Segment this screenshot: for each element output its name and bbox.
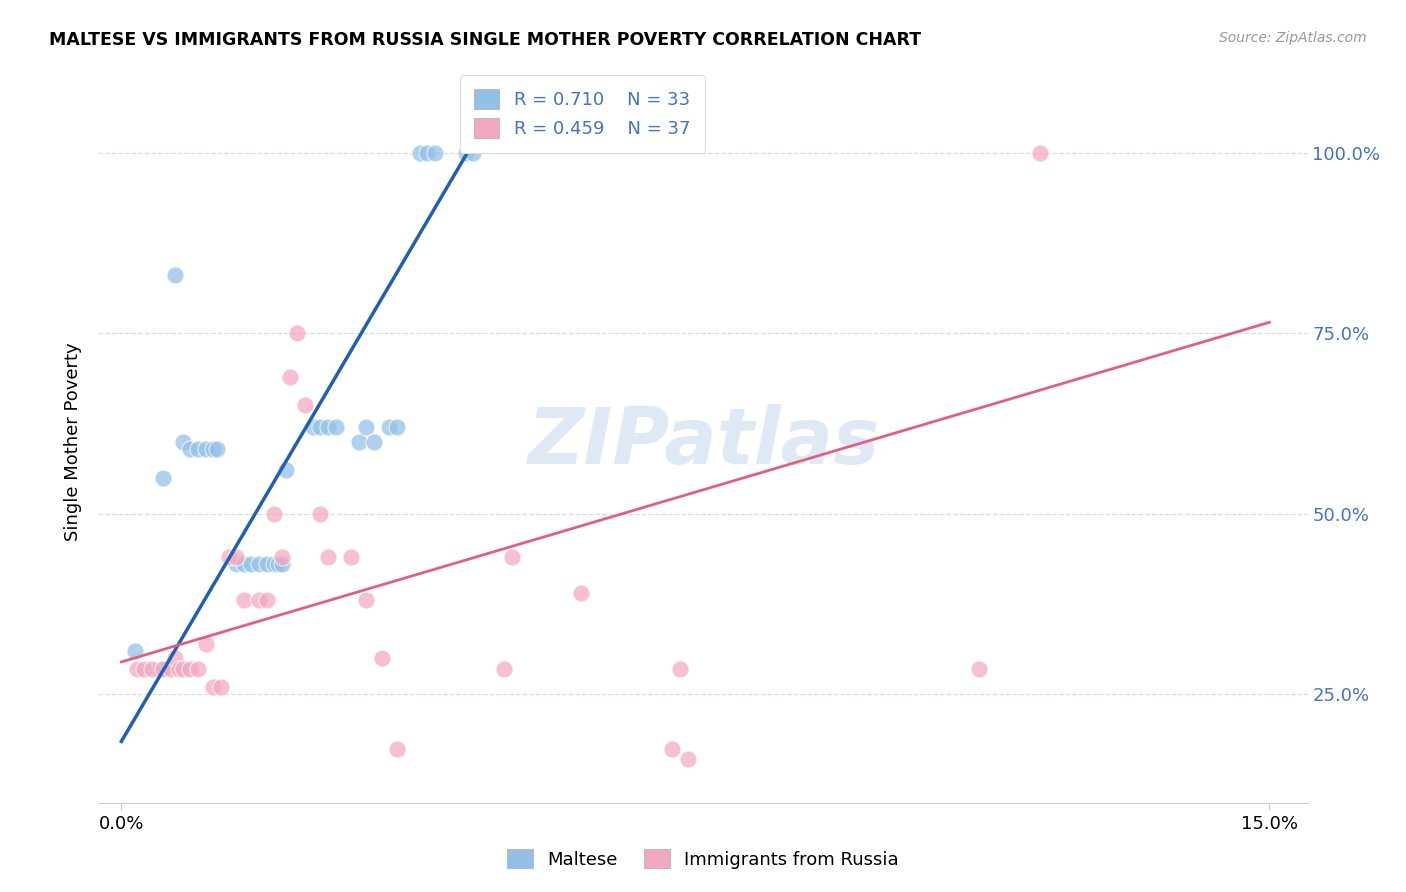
Point (416, 145, 439, 160)
Point (1028, 145, 1050, 160)
Point (569, 586, 592, 600)
Point (294, 398, 316, 412)
Point (194, 637, 217, 651)
Point (263, 507, 285, 521)
Point (240, 558, 263, 572)
Point (179, 442, 201, 456)
Legend: R = 0.710    N = 33, R = 0.459    N = 37: R = 0.710 N = 33, R = 0.459 N = 37 (460, 75, 704, 153)
Point (172, 434, 194, 449)
Text: ZIPatlas: ZIPatlas (527, 403, 879, 480)
Point (309, 420, 332, 434)
Point (501, 550, 523, 565)
Point (363, 434, 385, 449)
Point (340, 550, 363, 565)
Point (232, 558, 254, 572)
Point (356, 593, 378, 607)
Point (967, 662, 990, 676)
Point (378, 420, 401, 434)
Legend: Maltese, Immigrants from Russia: Maltese, Immigrants from Russia (501, 841, 905, 876)
Point (370, 651, 392, 665)
Point (124, 644, 146, 658)
Point (232, 593, 254, 607)
Point (247, 558, 270, 572)
Point (187, 662, 209, 676)
Point (267, 558, 290, 572)
Text: Source: ZipAtlas.com: Source: ZipAtlas.com (1219, 31, 1367, 45)
Point (271, 550, 294, 565)
Point (661, 741, 683, 756)
Point (152, 470, 174, 484)
Point (256, 593, 278, 607)
Point (152, 662, 174, 676)
Point (218, 550, 240, 565)
Point (316, 550, 339, 565)
Point (205, 442, 228, 456)
Point (325, 420, 347, 434)
Point (225, 550, 247, 565)
Point (271, 558, 294, 572)
Point (423, 145, 446, 160)
Point (179, 662, 201, 676)
Y-axis label: Single Mother Poverty: Single Mother Poverty (65, 343, 83, 541)
Point (125, 662, 148, 676)
Point (347, 434, 370, 449)
Point (263, 558, 285, 572)
Point (194, 442, 217, 456)
Point (256, 558, 278, 572)
Point (409, 145, 432, 160)
Point (278, 369, 301, 384)
Point (385, 420, 408, 434)
Point (149, 662, 172, 676)
Point (202, 442, 225, 456)
Point (163, 268, 186, 283)
Point (356, 420, 378, 434)
Point (209, 680, 232, 694)
Point (309, 507, 332, 521)
Point (247, 593, 270, 607)
Point (301, 420, 323, 434)
Point (669, 662, 692, 676)
Point (134, 662, 156, 676)
Point (454, 145, 477, 160)
Point (187, 442, 209, 456)
Point (287, 326, 309, 340)
Point (202, 680, 225, 694)
Point (141, 662, 163, 676)
Point (274, 463, 297, 477)
Point (385, 741, 408, 756)
Point (676, 752, 699, 766)
Point (463, 145, 485, 160)
Point (225, 558, 247, 572)
Point (492, 662, 515, 676)
Text: MALTESE VS IMMIGRANTS FROM RUSSIA SINGLE MOTHER POVERTY CORRELATION CHART: MALTESE VS IMMIGRANTS FROM RUSSIA SINGLE… (49, 31, 921, 49)
Point (172, 662, 194, 676)
Point (163, 651, 186, 665)
Point (167, 662, 190, 676)
Point (316, 420, 339, 434)
Point (160, 662, 183, 676)
